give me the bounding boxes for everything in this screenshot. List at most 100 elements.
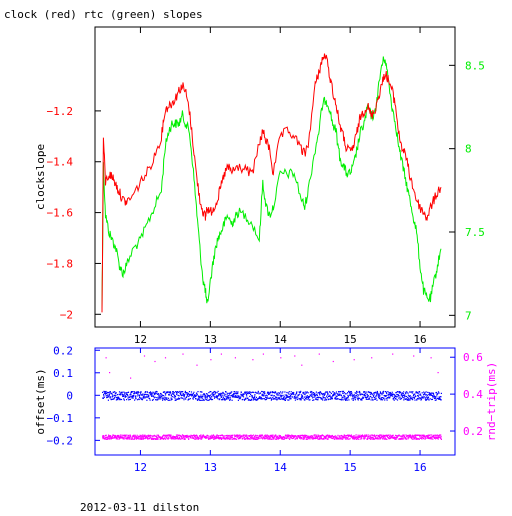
offset-point: [112, 395, 114, 397]
offset-point: [202, 394, 204, 396]
offset-point: [316, 399, 318, 401]
rtt-point: [270, 438, 272, 440]
offset-point: [362, 397, 364, 399]
rtt-point: [236, 436, 238, 439]
rtt-point: [356, 438, 358, 440]
offset-point: [362, 393, 364, 395]
offset-point: [403, 399, 405, 401]
offset-point: [283, 396, 286, 398]
rtt-point: [413, 436, 415, 439]
offset-point: [131, 395, 133, 397]
rtt-point: [408, 434, 410, 436]
offset-point: [288, 396, 290, 398]
offset-point: [196, 399, 199, 401]
rtt-point: [208, 438, 210, 440]
offset-point: [150, 393, 153, 395]
rtt-point: [240, 435, 242, 437]
offset-point: [174, 397, 176, 399]
offset-point: [294, 395, 296, 397]
offset-point: [296, 391, 298, 393]
rtt-point: [402, 438, 404, 440]
offset-point: [130, 395, 132, 397]
rtt-point: [165, 435, 168, 437]
offset-point: [210, 398, 212, 400]
rtt-point: [176, 438, 178, 440]
offset-point: [311, 391, 313, 393]
rtt-point: [168, 437, 170, 439]
offset-point: [171, 393, 173, 395]
offset-point: [260, 398, 262, 400]
offset-point: [250, 398, 253, 400]
offset-point: [163, 395, 165, 397]
offset-point: [153, 397, 155, 399]
rtt-point: [300, 438, 302, 440]
rtt-point: [440, 438, 442, 440]
offset-point: [338, 393, 340, 395]
offset-point: [160, 393, 162, 395]
offset-point: [284, 394, 286, 396]
offset-point: [197, 398, 199, 400]
offset-point: [162, 397, 164, 399]
offset-point: [295, 394, 297, 396]
offset-point: [389, 391, 391, 394]
offset-point: [303, 392, 305, 394]
offset-point: [267, 392, 269, 394]
rtt-point: [225, 435, 227, 437]
rtt-point: [129, 437, 131, 439]
offset-point: [430, 394, 432, 396]
offset-point: [269, 397, 271, 399]
offset-point: [334, 392, 336, 394]
rtt-point: [353, 435, 355, 437]
offset-point: [200, 399, 202, 401]
rtt-point: [426, 437, 428, 439]
rtt-point: [413, 435, 415, 437]
offset-point: [147, 393, 149, 396]
rtt-point: [431, 438, 433, 440]
offset-point: [352, 399, 354, 401]
rtt-point: [279, 437, 281, 439]
offset-point: [432, 395, 434, 397]
offset-point: [208, 395, 210, 397]
rtt-point: [396, 438, 398, 440]
offset-point: [195, 395, 197, 397]
rtt-point: [401, 436, 403, 438]
rtt-point: [121, 434, 123, 436]
rtt-point: [407, 435, 409, 437]
rtt-point: [252, 438, 254, 440]
offset-point: [312, 393, 314, 395]
rtt-point: [261, 437, 263, 439]
offset-point: [109, 393, 111, 395]
rtt-point: [198, 437, 200, 439]
offset-point: [117, 394, 119, 396]
offset-point: [164, 399, 166, 401]
offset-point: [301, 395, 303, 397]
offset-point: [243, 399, 246, 401]
offset-point: [433, 396, 435, 398]
offset-point: [175, 392, 178, 394]
rtt-point: [141, 434, 144, 436]
offset-point: [184, 393, 186, 396]
offset-point: [368, 397, 371, 399]
offset-point: [325, 399, 327, 401]
offset-point: [119, 398, 121, 400]
offset-point: [216, 396, 218, 398]
offset-point: [318, 396, 320, 398]
offset-point: [191, 393, 193, 395]
offset-point: [379, 393, 381, 395]
offset-point: [385, 395, 387, 398]
offset-point: [256, 392, 258, 394]
offset-point: [164, 391, 166, 393]
rtt-point: [423, 434, 425, 436]
offset-point: [406, 391, 408, 393]
offset-point: [366, 391, 368, 393]
rtt-point: [363, 438, 365, 440]
offset-point: [305, 392, 307, 394]
offset-point: [103, 396, 105, 398]
offset-point: [366, 395, 369, 397]
offset-point: [148, 396, 150, 398]
offset-point: [185, 398, 187, 400]
rtt-point: [310, 436, 312, 438]
rtt-point: [311, 437, 313, 439]
rtt-point: [239, 436, 241, 438]
offset-point: [181, 397, 183, 399]
